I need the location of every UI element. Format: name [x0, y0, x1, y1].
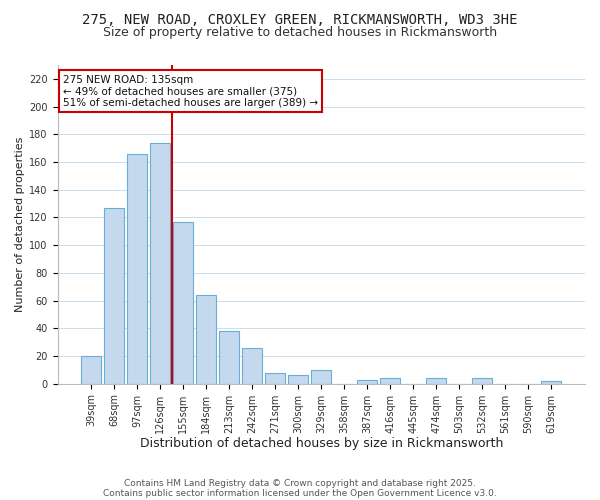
- X-axis label: Distribution of detached houses by size in Rickmansworth: Distribution of detached houses by size …: [140, 437, 503, 450]
- Text: 275 NEW ROAD: 135sqm
← 49% of detached houses are smaller (375)
51% of semi-deta: 275 NEW ROAD: 135sqm ← 49% of detached h…: [63, 74, 318, 108]
- Bar: [289, 376, 308, 384]
- Y-axis label: Number of detached properties: Number of detached properties: [15, 136, 25, 312]
- Bar: [265, 372, 285, 384]
- Text: 275, NEW ROAD, CROXLEY GREEN, RICKMANSWORTH, WD3 3HE: 275, NEW ROAD, CROXLEY GREEN, RICKMANSWO…: [82, 12, 518, 26]
- Bar: [151, 142, 170, 384]
- Bar: [104, 208, 124, 384]
- Bar: [173, 222, 193, 384]
- Bar: [427, 378, 446, 384]
- Bar: [358, 380, 377, 384]
- Bar: [127, 154, 147, 384]
- Bar: [220, 331, 239, 384]
- Bar: [541, 381, 561, 384]
- Bar: [311, 370, 331, 384]
- Text: Size of property relative to detached houses in Rickmansworth: Size of property relative to detached ho…: [103, 26, 497, 39]
- Bar: [472, 378, 492, 384]
- Text: Contains HM Land Registry data © Crown copyright and database right 2025.: Contains HM Land Registry data © Crown c…: [124, 478, 476, 488]
- Bar: [380, 378, 400, 384]
- Bar: [242, 348, 262, 384]
- Bar: [82, 356, 101, 384]
- Bar: [196, 295, 216, 384]
- Text: Contains public sector information licensed under the Open Government Licence v3: Contains public sector information licen…: [103, 488, 497, 498]
